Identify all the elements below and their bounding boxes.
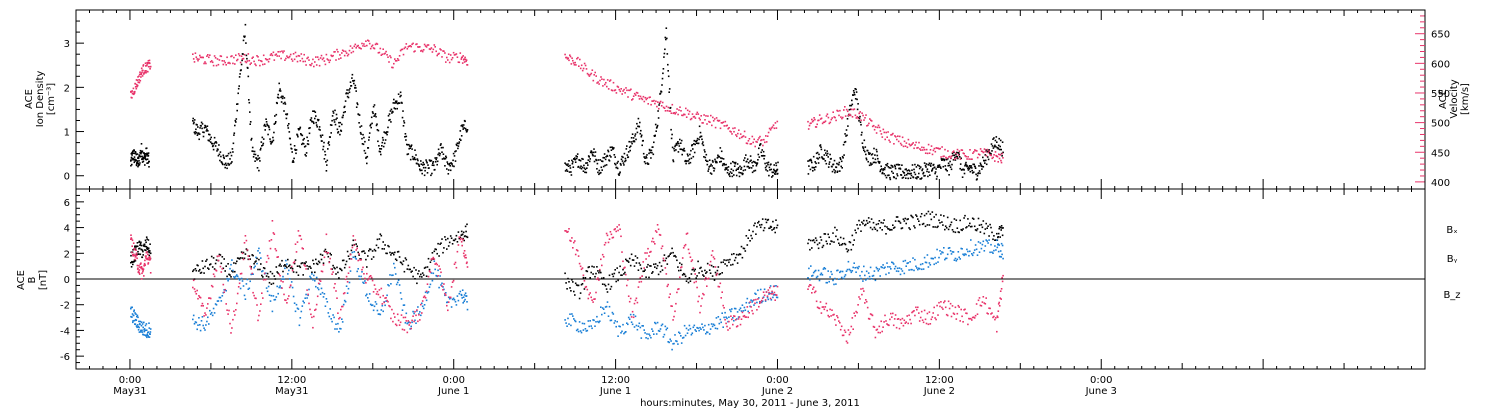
legend-item: Bᵧ: [1447, 254, 1458, 265]
x-tick-time: 0:00: [1090, 375, 1112, 386]
bfield-tick-label: -2: [60, 301, 70, 312]
density-points: [130, 143, 150, 168]
x-tick-time: 0:00: [119, 375, 141, 386]
velocity-axis-label: ACE Velocity [km/s]: [1438, 79, 1471, 118]
bfield-tick-label: -6: [60, 352, 70, 363]
x-tick-time: 0:00: [442, 375, 464, 386]
density-axis-label-line: [cm⁻³]: [46, 83, 57, 115]
bfield-tick-label: 4: [64, 224, 70, 235]
velocity-points: [564, 53, 779, 148]
density-tick-label: 2: [64, 83, 70, 94]
bfield-axis-label-line: B: [27, 276, 38, 283]
legend-item: B_z: [1443, 290, 1460, 301]
x-tick-date: June 1: [437, 386, 469, 397]
bfield-points: [192, 247, 469, 333]
density-tick-label: 0: [64, 172, 70, 183]
density-axis-label-line: ACE: [24, 89, 35, 109]
velocity-points: [807, 106, 1004, 164]
bfield-tick-label: -4: [60, 326, 70, 337]
x-tick-date: June 2: [761, 386, 793, 397]
density-tick-label: 1: [64, 128, 70, 139]
bfield-axis-label-line: ACE: [16, 270, 27, 290]
bfield-tick-label: 2: [64, 249, 70, 260]
bfield-points: [564, 218, 779, 300]
x-tick-time: 12:00: [601, 375, 630, 386]
bfield-points: [564, 224, 779, 331]
bfield-points: [192, 223, 469, 285]
bfield-axis-label-line: [nT]: [38, 270, 49, 290]
bfield-tick-label: 0: [64, 275, 70, 286]
velocity-axis-label-line: ACE: [1438, 89, 1449, 109]
x-tick-date: June 1: [599, 386, 631, 397]
top-panel-frame: [75, 9, 1426, 190]
bfield-axis-label: ACE B [nT]: [16, 270, 49, 290]
velocity-tick-label: 550: [1431, 89, 1450, 100]
density-axis-label: ACE Ion Density [cm⁻³]: [24, 71, 57, 128]
x-tick-date: June 3: [1085, 386, 1117, 397]
bfield-points: [807, 239, 1004, 286]
density-points: [564, 27, 779, 178]
velocity-points: [192, 39, 469, 69]
x-tick-date: June 2: [923, 386, 955, 397]
density-points: [807, 88, 1004, 181]
density-points: [192, 23, 469, 177]
velocity-tick-label: 500: [1431, 119, 1450, 130]
x-tick-date: May31: [113, 386, 146, 397]
velocity-points: [130, 59, 152, 99]
legend-item: Bₓ: [1446, 225, 1457, 236]
x-tick-time: 12:00: [277, 375, 306, 386]
velocity-tick-label: 650: [1431, 30, 1450, 41]
bfield-tick-label: 6: [64, 198, 70, 209]
bfield-points: [130, 234, 152, 280]
velocity-axis-label-line: Velocity: [1449, 79, 1460, 118]
x-tick-date: May31: [275, 386, 308, 397]
bfield-points: [807, 210, 1004, 253]
x-axis-label: hours:minutes, May 30, 2011 - June 3, 20…: [640, 398, 860, 409]
bfield-points: [807, 274, 1004, 344]
bottom-panel: -6 -4 -2 0 2 4 6 ACE B [nT] Bₓ Bᵧ B_z: [16, 188, 1461, 370]
x-tick-time: 12:00: [925, 375, 954, 386]
velocity-tick-label: 600: [1431, 59, 1450, 70]
velocity-axis-label-line: [km/s]: [1460, 83, 1471, 115]
velocity-tick-label: 400: [1431, 178, 1450, 189]
x-tick-time: 0:00: [766, 375, 788, 386]
bfield-points: [130, 306, 152, 339]
density-tick-label: 3: [64, 39, 70, 50]
density-axis-label-line: Ion Density: [35, 71, 46, 128]
bfield-points: [192, 220, 469, 334]
velocity-tick-label: 450: [1431, 148, 1450, 159]
